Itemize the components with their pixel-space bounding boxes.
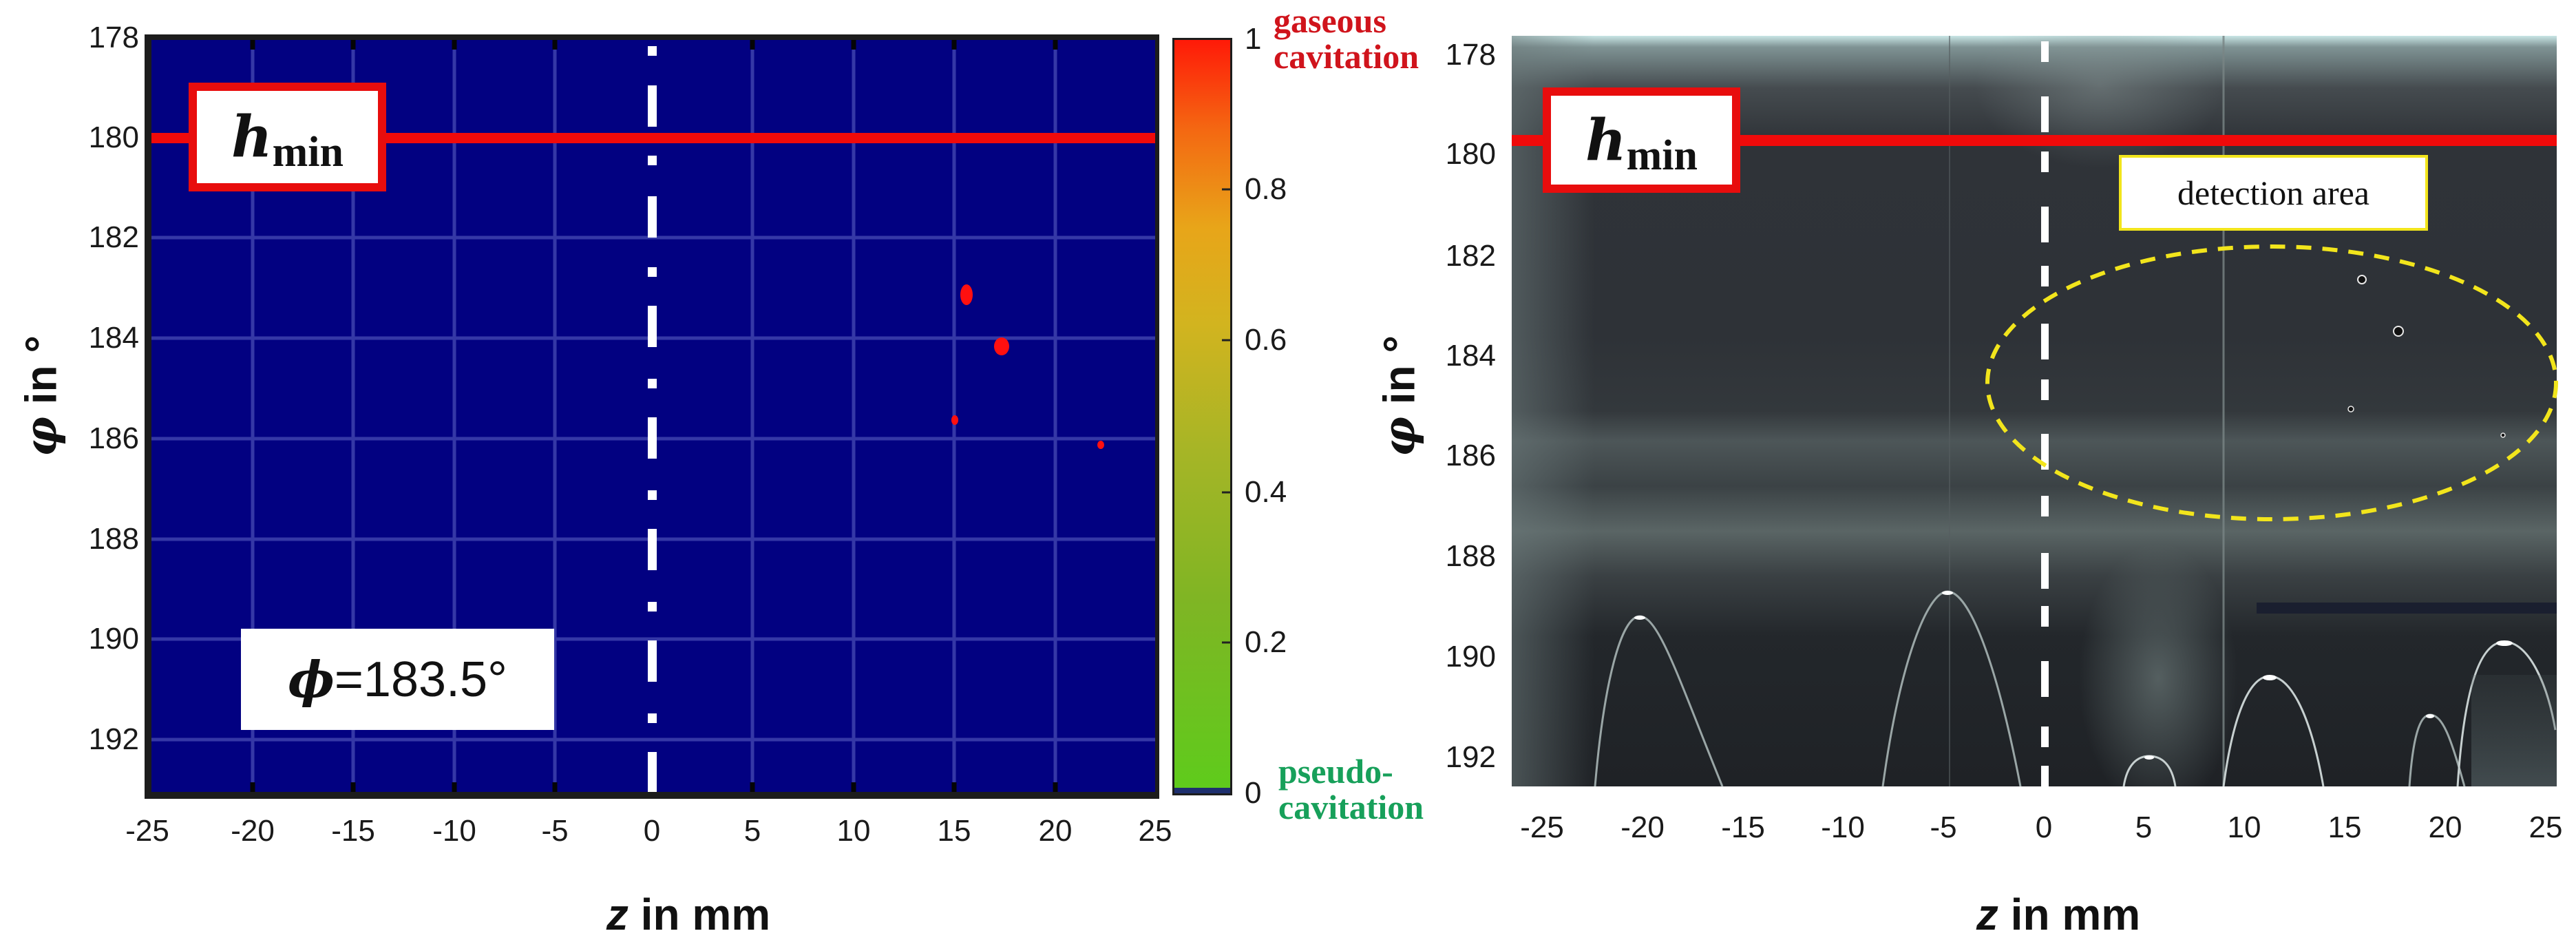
colorbar-tick-label: 0.8 (1245, 172, 1287, 206)
x-tick-label: -25 (1520, 811, 1564, 844)
x-tick-label: 25 (1138, 814, 1172, 848)
colorbar-tick-label: 0.2 (1245, 625, 1287, 659)
center-dashdot-line (2041, 41, 2049, 786)
x-axis-title: z in mm (1976, 890, 2141, 939)
colorbar-tick-label: 0.6 (1245, 323, 1287, 357)
x-tick-label: -10 (432, 814, 476, 848)
x-tick-label: -10 (1821, 811, 1865, 844)
x-tick-label: 0 (2035, 811, 2053, 844)
x-tick-label: -15 (331, 814, 375, 848)
hmin-line (151, 133, 1155, 143)
y-tick-label: 182 (88, 220, 139, 254)
pseudo-cavitation-label: pseudo- cavitation (1278, 752, 1424, 826)
y-tick-label: 192 (88, 722, 139, 756)
dark-bar (2257, 603, 2557, 614)
gaseous-cavitation-label: gaseous cavitation (1274, 1, 1419, 76)
colorbar-tick-label: 0.4 (1245, 475, 1287, 509)
x-tick-label: 5 (2135, 811, 2153, 844)
hmin-label: h min (1543, 87, 1740, 193)
y-tick-label: 184 (1445, 339, 1496, 373)
y-tick-label: 182 (1445, 239, 1496, 273)
detection-area-ellipse (1985, 244, 2558, 521)
y-tick-label: 184 (88, 321, 139, 355)
y-tick-label: 180 (88, 121, 139, 154)
phi-annotation-box: ϕ =183.5° (241, 629, 554, 730)
detection-area-label: detection area (2119, 155, 2428, 231)
hmin-line (1512, 135, 2557, 146)
y-axis-title: φ in ° (1373, 335, 1426, 457)
x-tick-label: 10 (2227, 811, 2261, 844)
x-tick-label: 5 (743, 814, 761, 848)
x-tick-label: -15 (1721, 811, 1765, 844)
y-tick-label: 178 (1445, 38, 1496, 72)
x-tick-label: 20 (1038, 814, 1073, 848)
y-tick-label: 188 (88, 522, 139, 556)
y-tick-label: 180 (1445, 137, 1496, 171)
x-tick-label: 10 (836, 814, 871, 848)
x-tick-label: 25 (2529, 811, 2563, 844)
x-tick-label: 15 (937, 814, 971, 848)
x-tick-label: -25 (125, 814, 169, 848)
y-tick-label: 186 (88, 421, 139, 455)
bubbles (2347, 275, 2506, 438)
x-tick-label: -5 (1930, 811, 1957, 844)
center-dashdot-line (648, 46, 657, 792)
y-tick-label: 178 (88, 21, 139, 54)
y-tick-label: 186 (1445, 439, 1496, 472)
y-tick-label: 188 (1445, 539, 1496, 573)
y-tick-label: 192 (1445, 740, 1496, 774)
x-tick-label: -20 (231, 814, 275, 848)
x-axis-title: z in mm (606, 890, 771, 939)
x-tick-label: 0 (643, 814, 661, 848)
x-tick-label: -5 (541, 814, 569, 848)
colorbar-tick-label: 1 (1245, 22, 1262, 56)
x-tick-label: 15 (2327, 811, 2362, 844)
x-tick-label: -20 (1620, 811, 1665, 844)
cavitation-spots (951, 284, 1104, 449)
y-tick-label: 190 (88, 622, 139, 656)
y-tick-label: 190 (1445, 640, 1496, 673)
hmin-label: h min (189, 83, 386, 191)
colorbar-tick-label: 0 (1245, 776, 1262, 810)
x-tick-label: 20 (2428, 811, 2462, 844)
